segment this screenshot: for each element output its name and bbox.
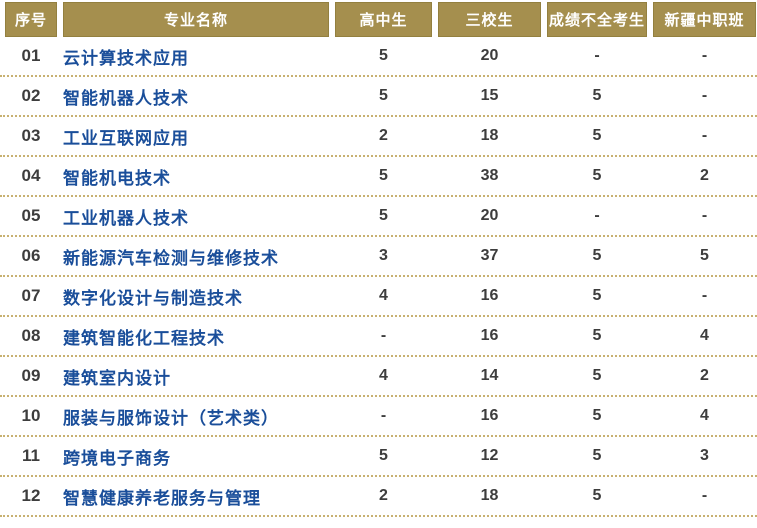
cell-incomplete-score-count: 5 (592, 87, 602, 104)
cell-major-name: 工业机器人技术 (63, 208, 189, 228)
cell-xinjiang-class-count: - (701, 207, 708, 224)
column-header-three-school: 三校生 (438, 2, 541, 37)
table-row: 10 服装与服饰设计（艺术类） - 16 5 4 (0, 397, 757, 437)
table-body: 01 云计算技术应用 5 20 - - 02 智能机器人技术 5 15 5 - 03 工业互联网应用 2 18… (0, 37, 757, 517)
cell-xinjiang-class-count: - (701, 127, 708, 144)
cell-major-name: 建筑室内设计 (63, 368, 171, 388)
cell-incomplete-score-count: 5 (592, 247, 602, 264)
cell-index: 03 (21, 126, 41, 145)
cell-three-school-count: 16 (480, 407, 499, 424)
cell-high-school-count: 5 (379, 447, 388, 464)
table-row: 04 智能机电技术 5 38 5 2 (0, 157, 757, 197)
column-header-index: 序号 (5, 2, 57, 37)
cell-index: 07 (21, 286, 41, 305)
column-header-high-school: 高中生 (335, 2, 432, 37)
table-row: 08 建筑智能化工程技术 - 16 5 4 (0, 317, 757, 357)
table-row: 07 数字化设计与制造技术 4 16 5 - (0, 277, 757, 317)
cell-major-name: 智能机器人技术 (63, 88, 189, 108)
cell-high-school-count: 4 (379, 287, 388, 304)
cell-high-school-count: 2 (379, 127, 388, 144)
cell-high-school-count: 5 (379, 167, 388, 184)
cell-three-school-count: 18 (480, 487, 499, 504)
cell-index: 11 (22, 446, 40, 465)
table-row: 03 工业互联网应用 2 18 5 - (0, 117, 757, 157)
cell-major-name: 数字化设计与制造技术 (63, 288, 243, 308)
cell-high-school-count: 3 (379, 247, 388, 264)
cell-index: 06 (21, 246, 41, 265)
table-row: 02 智能机器人技术 5 15 5 - (0, 77, 757, 117)
cell-major-name: 服装与服饰设计（艺术类） (63, 408, 279, 428)
cell-three-school-count: 12 (480, 447, 499, 464)
cell-major-name: 新能源汽车检测与维修技术 (63, 248, 279, 268)
cell-high-school-count: - (380, 327, 387, 344)
cell-index: 05 (21, 206, 41, 225)
cell-three-school-count: 16 (480, 327, 499, 344)
cell-major-name: 建筑智能化工程技术 (63, 328, 225, 348)
cell-xinjiang-class-count: 4 (700, 327, 709, 344)
table-row: 12 智慧健康养老服务与管理 2 18 5 - (0, 477, 757, 517)
cell-xinjiang-class-count: - (701, 287, 708, 304)
cell-xinjiang-class-count: 5 (700, 247, 709, 264)
cell-incomplete-score-count: 5 (592, 487, 602, 504)
cell-high-school-count: 2 (379, 487, 388, 504)
cell-index: 04 (21, 166, 41, 185)
cell-xinjiang-class-count: 3 (700, 447, 709, 464)
cell-major-name: 智慧健康养老服务与管理 (63, 488, 261, 508)
table-header-row: 序号 专业名称 高中生 三校生 成绩不全考生 新疆中职班 (0, 2, 757, 37)
cell-xinjiang-class-count: 2 (700, 367, 709, 384)
cell-high-school-count: 5 (379, 87, 388, 104)
cell-major-name: 云计算技术应用 (63, 48, 189, 68)
cell-three-school-count: 37 (480, 247, 499, 264)
cell-incomplete-score-count: - (594, 47, 600, 64)
cell-three-school-count: 20 (480, 207, 499, 224)
cell-xinjiang-class-count: - (701, 47, 708, 64)
cell-major-name: 工业互联网应用 (63, 128, 189, 148)
table-row: 09 建筑室内设计 4 14 5 2 (0, 357, 757, 397)
cell-three-school-count: 20 (480, 47, 499, 64)
cell-three-school-count: 16 (480, 287, 499, 304)
cell-incomplete-score-count: 5 (592, 327, 602, 344)
cell-three-school-count: 38 (480, 167, 499, 184)
cell-xinjiang-class-count: - (701, 87, 708, 104)
cell-index: 09 (21, 366, 41, 385)
cell-high-school-count: 5 (379, 207, 388, 224)
cell-xinjiang-class-count: 2 (700, 167, 709, 184)
cell-index: 01 (21, 46, 41, 65)
cell-high-school-count: - (380, 407, 387, 424)
cell-high-school-count: 5 (379, 47, 388, 64)
table-row: 05 工业机器人技术 5 20 - - (0, 197, 757, 237)
table-row: 01 云计算技术应用 5 20 - - (0, 37, 757, 77)
cell-xinjiang-class-count: - (701, 487, 708, 504)
cell-xinjiang-class-count: 4 (700, 407, 709, 424)
cell-index: 02 (21, 86, 41, 105)
cell-three-school-count: 18 (480, 127, 499, 144)
cell-incomplete-score-count: - (594, 207, 600, 224)
table-row: 11 跨境电子商务 5 12 5 3 (0, 437, 757, 477)
cell-index: 10 (21, 406, 41, 425)
cell-incomplete-score-count: 5 (592, 127, 602, 144)
column-header-incomplete-score: 成绩不全考生 (547, 2, 647, 37)
cell-major-name: 跨境电子商务 (63, 448, 171, 468)
cell-incomplete-score-count: 5 (592, 407, 602, 424)
cell-incomplete-score-count: 5 (592, 287, 602, 304)
cell-high-school-count: 4 (379, 367, 388, 384)
column-header-xinjiang-class: 新疆中职班 (653, 2, 756, 37)
cell-three-school-count: 15 (480, 87, 499, 104)
cell-index: 08 (21, 326, 41, 345)
cell-incomplete-score-count: 5 (592, 367, 602, 384)
cell-three-school-count: 14 (480, 367, 499, 384)
table-row: 06 新能源汽车检测与维修技术 3 37 5 5 (0, 237, 757, 277)
column-header-major-name: 专业名称 (63, 2, 329, 37)
cell-incomplete-score-count: 5 (592, 167, 602, 184)
enrollment-plan-table: 序号 专业名称 高中生 三校生 成绩不全考生 新疆中职班 01 云计算技术应用 5 2… (0, 2, 757, 517)
cell-index: 12 (21, 486, 41, 505)
cell-incomplete-score-count: 5 (592, 447, 602, 464)
cell-major-name: 智能机电技术 (63, 168, 171, 188)
